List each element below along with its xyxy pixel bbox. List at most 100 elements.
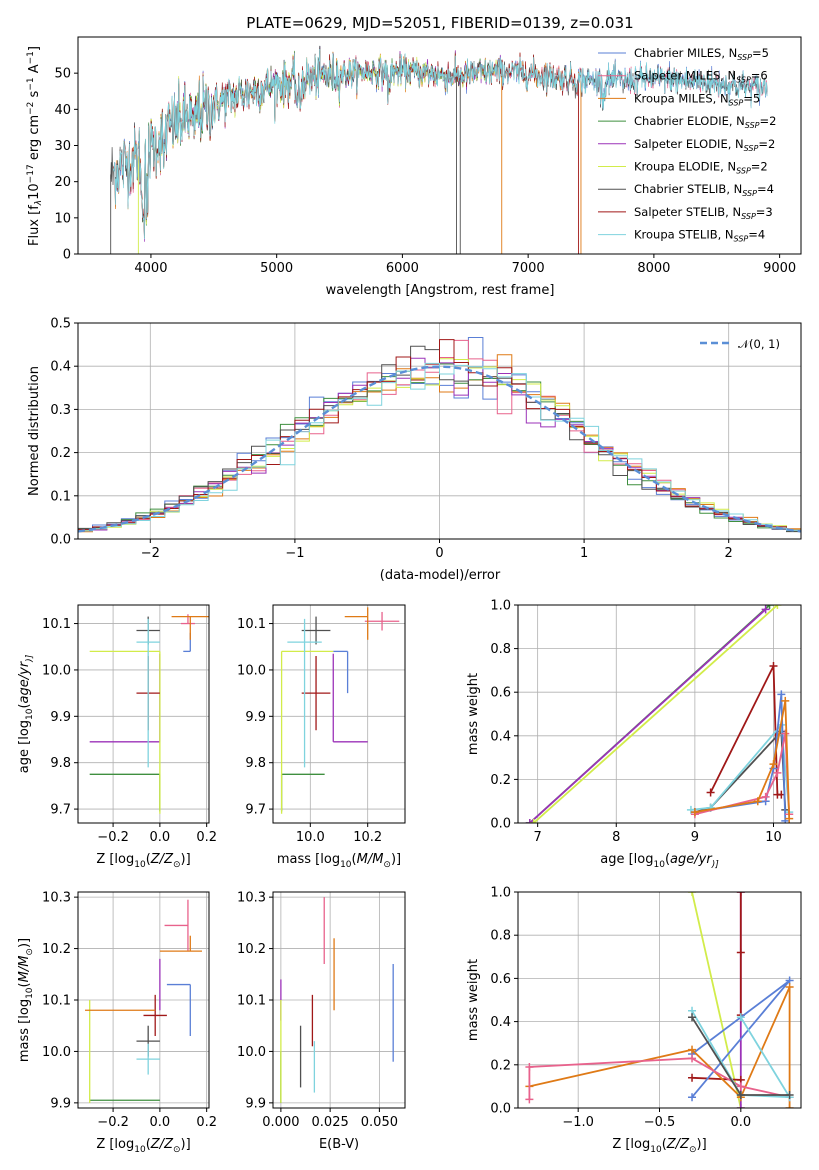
x-axis-label: Z [log10(Z/Z⊙)] <box>96 1137 190 1155</box>
y-axis-label: Normed distribution <box>27 366 42 496</box>
y-tick-label: 0.4 <box>490 729 511 744</box>
y-tick-label: 0.0 <box>490 1102 511 1117</box>
weight-marker <box>773 768 782 777</box>
weight-marker <box>785 814 794 823</box>
legend-label: Salpeter STELIB, NSSP=3 <box>634 205 773 221</box>
x-tick-label: 2 <box>725 546 733 561</box>
y-tick-label: 0 <box>63 248 71 263</box>
weight-line <box>694 694 787 821</box>
x-tick-label: 1 <box>580 546 588 561</box>
weight-marker <box>688 1045 697 1054</box>
y-tick-label: 10.2 <box>42 942 71 957</box>
weight-marker <box>706 788 715 797</box>
x-tick-label: 0.0 <box>730 1115 751 1130</box>
weight-marker <box>773 605 782 609</box>
x-tick-label: −1 <box>285 546 304 561</box>
x-axis-label: E(B-V) <box>319 1137 359 1152</box>
weight-marker <box>753 797 762 806</box>
weight-marker <box>785 1091 794 1100</box>
weight-marker <box>736 892 745 896</box>
y-tick-label: 0.3 <box>50 403 71 418</box>
legend-label: Kroupa ELODIE, NSSP=2 <box>634 160 768 176</box>
weight-marker <box>688 1093 697 1102</box>
y-tick-label: 9.9 <box>50 1096 71 1111</box>
x-axis-label: wavelength [Angstrom, rest frame] <box>326 283 555 298</box>
x-tick-label: 8000 <box>637 261 670 276</box>
weight-marker <box>688 892 697 896</box>
weight-marker <box>781 696 790 705</box>
weight-marker <box>769 662 778 671</box>
y-tick-label: 0.8 <box>490 929 511 944</box>
legend-label: Salpeter MILES, NSSP=6 <box>634 69 768 85</box>
y-tick-label: 0.2 <box>490 1058 511 1073</box>
weight-marker <box>736 948 745 957</box>
y-tick-label: 10.0 <box>237 1045 266 1060</box>
mass-vs-ebv-panel: 0.000 0.025 0.050 9.9 10.0 10.1 10.2 10.3 E(B-V) <box>237 891 406 1152</box>
y-tick-label: 10.0 <box>42 663 71 678</box>
spectrum-line <box>113 48 768 240</box>
x-tick-label: 9 <box>691 830 699 845</box>
y-tick-label: 0.0 <box>490 817 511 832</box>
y-tick-label: 10.0 <box>42 1045 71 1060</box>
plot-area <box>525 605 794 823</box>
x-axis-label: (data-model)/error <box>380 568 501 583</box>
y-axis-label: mass weight <box>466 959 481 1041</box>
weight-marker <box>690 808 699 817</box>
plot-area <box>110 45 768 254</box>
weight-marker <box>761 792 770 801</box>
y-tick-label: 0.5 <box>50 317 71 332</box>
weight-marker <box>688 1013 697 1022</box>
spectrum-panel: 4000 5000 6000 7000 8000 9000 0 10 20 30 40 50 Chabr… <box>26 36 802 298</box>
weight-marker <box>525 1095 534 1104</box>
x-axis-label: age [log10(age/yr)] <box>600 852 719 870</box>
x-tick-label: 9000 <box>763 261 796 276</box>
y-tick-label: 10.1 <box>42 617 71 632</box>
y-axis-label: Flux [fλ10−17 erg cm−2 s−1 A−1] <box>26 46 44 246</box>
legend-label: 𝒩(0, 1) <box>738 337 780 351</box>
y-axis-label: mass [log10(M/M⊙)] <box>17 938 35 1062</box>
weight-marker <box>781 729 790 738</box>
y-tick-label: 30 <box>54 139 71 154</box>
x-tick-label: 6000 <box>386 261 419 276</box>
weight-marker <box>736 1082 745 1091</box>
legend-label: Salpeter ELODIE, NSSP=2 <box>634 137 775 153</box>
legend-label: Chabrier MILES, NSSP=5 <box>634 46 769 62</box>
weight-marker <box>777 690 786 699</box>
y-tick-label: 10.1 <box>42 994 71 1009</box>
weight-line <box>691 892 742 1108</box>
x-tick-label: −1.0 <box>562 1115 594 1130</box>
normal-curve <box>78 365 801 533</box>
weight-marker <box>769 760 778 769</box>
y-tick-label: 0.2 <box>490 773 511 788</box>
y-tick-label: 9.9 <box>245 1096 266 1111</box>
x-tick-label: −0.2 <box>97 1115 129 1130</box>
weight-marker <box>736 1104 745 1108</box>
y-tick-label: 9.7 <box>50 803 71 818</box>
legend-label: Kroupa MILES, NSSP=5 <box>634 91 760 107</box>
y-tick-label: 9.8 <box>50 756 71 771</box>
mass-vs-metallicity-panel: −0.2 0.0 0.2 9.9 10.0 10.1 10.2 10.3 Z [log10(Z/… <box>17 891 217 1155</box>
x-tick-label: 0.2 <box>196 830 217 845</box>
y-axis-label: mass weight <box>466 673 481 755</box>
legend-label: Chabrier STELIB, NSSP=4 <box>634 182 774 198</box>
y-tick-label: 9.8 <box>245 756 266 771</box>
weight-line <box>529 608 767 823</box>
y-tick-label: 20 <box>54 175 71 190</box>
legend-label: Chabrier ELODIE, NSSP=2 <box>634 114 776 130</box>
y-tick-label: 10.1 <box>237 617 266 632</box>
weight-marker <box>688 1054 697 1063</box>
histogram-step <box>78 339 801 531</box>
y-tick-label: 10.2 <box>237 942 266 957</box>
x-tick-label: 0.2 <box>196 1115 217 1130</box>
plot-area <box>85 899 202 1103</box>
y-tick-label: 10.0 <box>237 663 266 678</box>
age-vs-mass-panel: 10.0 10.2 9.7 9.8 9.9 10.0 10.1 mass [log10(M/M… <box>237 604 406 870</box>
weight-line <box>690 722 791 813</box>
weight-marker <box>765 605 774 609</box>
x-tick-label: −0.5 <box>644 1115 676 1130</box>
weight-marker <box>525 1062 534 1071</box>
weight-line <box>533 605 779 823</box>
weight-marker <box>785 1104 794 1108</box>
weight-line <box>691 1010 792 1099</box>
